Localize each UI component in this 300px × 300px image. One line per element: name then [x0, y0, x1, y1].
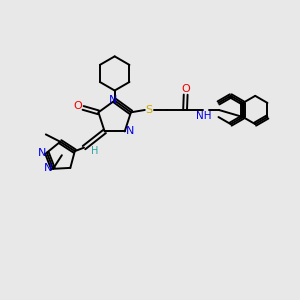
Text: N: N [44, 163, 52, 173]
Text: NH: NH [196, 111, 211, 121]
Text: O: O [181, 84, 190, 94]
Text: O: O [74, 101, 82, 111]
Text: N: N [38, 148, 46, 158]
Text: N: N [126, 126, 134, 136]
Text: H: H [91, 146, 98, 156]
Text: N: N [109, 95, 117, 105]
Text: S: S [146, 105, 153, 115]
